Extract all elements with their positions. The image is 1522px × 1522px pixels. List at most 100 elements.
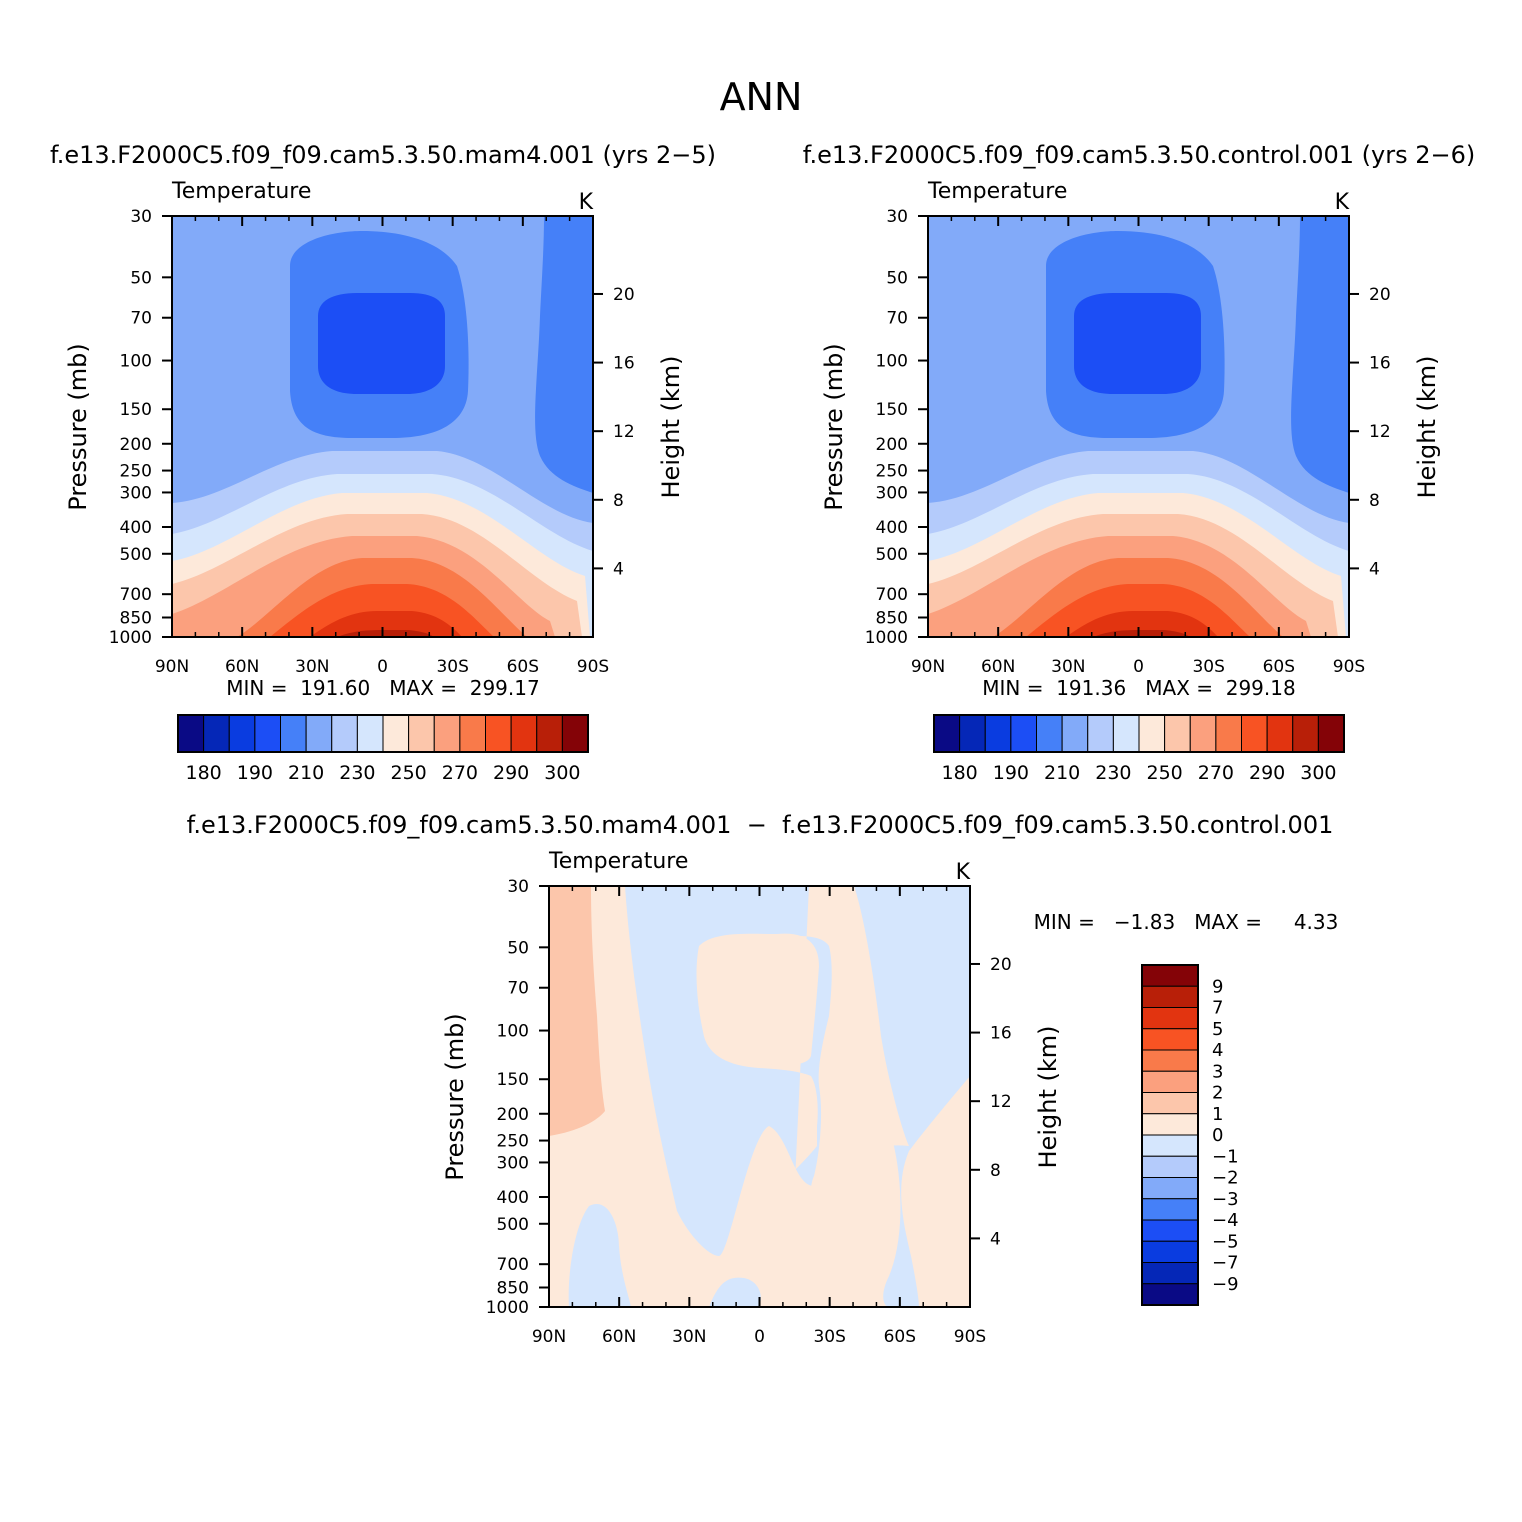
colorbar-swatch <box>1087 714 1114 753</box>
y-axis-label: Pressure (mb) <box>441 1013 469 1180</box>
colorbar-swatch <box>1141 985 1199 1008</box>
x-tick-label: 60N <box>225 657 259 677</box>
min-max: MIN = 191.60 MAX = 299.17 <box>226 676 539 700</box>
x-tick-label: 90S <box>1333 657 1365 677</box>
right-axis-label: Height (km) <box>1034 1026 1062 1169</box>
colorbar-swatch <box>1292 714 1319 753</box>
colorbar-swatch <box>1317 714 1345 753</box>
x-tick-label: 90N <box>155 657 189 677</box>
colorbar-label: 230 <box>1095 762 1131 784</box>
x-tick-label: 0 <box>754 1327 765 1347</box>
colorbar-swatch <box>433 714 461 753</box>
panel-mam4: f.e13.F2000C5.f09_f09.cam5.3.50.mam4.001… <box>50 141 716 784</box>
units-label: K <box>1335 190 1350 215</box>
height-tick-label: 8 <box>613 491 624 511</box>
colorbar-swatch <box>280 714 307 753</box>
colorbar-swatch <box>408 714 435 753</box>
colorbar-label: −2 <box>1212 1168 1239 1189</box>
colorbar-label: 210 <box>1044 762 1080 784</box>
contour-band <box>337 630 434 637</box>
colorbar-label: 230 <box>339 762 375 784</box>
ticks: 90N 60N 30N 0 30S 60S 90S 30 50 70 100 150 200 250300… <box>865 207 1391 677</box>
ticks: 90N 60N 30N 0 30S 60S 90S 30 50 70 100 150 200 250300… <box>109 207 635 677</box>
contour-band <box>1093 630 1190 637</box>
colorbar-swatch <box>1036 714 1063 753</box>
colorbar-label: −4 <box>1212 1210 1239 1231</box>
colorbar-label: 1 <box>1212 1104 1223 1125</box>
colorbar-swatch <box>305 714 333 753</box>
y-tick-label: 700 <box>876 585 908 605</box>
colorbar-swatch <box>1164 714 1191 753</box>
height-tick-label: 12 <box>613 422 635 442</box>
x-tick-label: 60S <box>507 657 539 677</box>
page-title: ANN <box>720 75 803 119</box>
colorbar-label: 180 <box>941 762 977 784</box>
y-tick-label: 30 <box>130 207 152 227</box>
x-tick-label: 60N <box>981 657 1015 677</box>
left-title: Temperature <box>927 179 1067 204</box>
colorbar-swatch <box>510 714 538 753</box>
x-tick-label: 30S <box>436 657 468 677</box>
y-tick-label: 400 <box>120 518 152 538</box>
height-tick-label: 12 <box>990 1092 1012 1112</box>
x-tick-label: 60N <box>602 1327 636 1347</box>
height-tick-label: 16 <box>990 1024 1012 1044</box>
colorbar: 180 190 210 230 250 270 290 300 <box>177 714 589 784</box>
colorbar-swatch <box>1061 714 1089 753</box>
contour-field <box>549 886 970 1307</box>
x-tick-label: 30N <box>1051 657 1085 677</box>
y-axis-label: Pressure (mb) <box>820 343 848 510</box>
colorbar-swatch <box>1141 1134 1199 1157</box>
y-tick-label: 300 <box>876 483 908 503</box>
colorbar-label: 290 <box>493 762 529 784</box>
colorbar-swatch <box>959 714 986 753</box>
contour-band <box>549 886 605 1136</box>
colorbar-label: 190 <box>237 762 273 784</box>
panel-difference: f.e13.F2000C5.f09_f09.cam5.3.50.mam4.001… <box>187 811 1339 1347</box>
y-tick-label: 850 <box>120 608 152 628</box>
colorbar-swatch <box>1266 714 1294 753</box>
colorbar-swatch <box>1141 964 1199 987</box>
colorbar-label: −3 <box>1212 1189 1239 1210</box>
y-tick-label: 850 <box>497 1278 529 1298</box>
colorbar: 180 190 210 230 250 270 290 300 <box>933 714 1345 784</box>
y-tick-label: 50 <box>130 268 152 288</box>
y-tick-label: 50 <box>507 938 529 958</box>
y-tick-label: 30 <box>886 207 908 227</box>
colorbar-swatch <box>1141 1007 1199 1030</box>
colorbar-swatch <box>177 714 205 753</box>
contour-band <box>535 216 593 493</box>
y-tick-label: 150 <box>497 1070 529 1090</box>
y-tick-label: 250 <box>876 462 908 482</box>
contour-band <box>318 293 445 394</box>
colorbar-swatch <box>536 714 563 753</box>
colorbar-swatch <box>1141 1049 1199 1072</box>
y-tick-label: 300 <box>120 483 152 503</box>
colorbar-label: 300 <box>544 762 580 784</box>
colorbar-swatch <box>933 714 961 753</box>
colorbar-swatch <box>1141 1240 1199 1263</box>
y-tick-label: 100 <box>120 352 152 372</box>
y-tick-label: 100 <box>876 352 908 372</box>
x-tick-label: 90S <box>577 657 609 677</box>
colorbar-frame <box>177 714 589 753</box>
panel-control: f.e13.F2000C5.f09_f09.cam5.3.50.control.… <box>803 141 1476 784</box>
colorbar-swatch <box>1112 714 1140 753</box>
colorbar-label: 9 <box>1212 976 1223 997</box>
x-tick-label: 30N <box>672 1327 706 1347</box>
colorbar-label: −9 <box>1212 1274 1239 1295</box>
colorbar-swatch <box>1215 714 1242 753</box>
colorbar-label: −5 <box>1212 1231 1239 1252</box>
colorbar-label: −7 <box>1212 1253 1239 1274</box>
height-tick-label: 4 <box>1369 559 1380 579</box>
min-max: MIN = −1.83 MAX = 4.33 <box>1034 910 1339 934</box>
colorbar-swatch <box>1241 714 1268 753</box>
y-tick-label: 400 <box>497 1188 529 1208</box>
colorbar-swatch <box>984 714 1012 753</box>
y-tick-label: 400 <box>876 518 908 538</box>
colorbar-label: 270 <box>1198 762 1234 784</box>
left-title: Temperature <box>548 849 688 874</box>
panel-title: f.e13.F2000C5.f09_f09.cam5.3.50.control.… <box>803 141 1476 169</box>
contour-band <box>1066 611 1218 637</box>
colorbar-label: 180 <box>185 762 221 784</box>
